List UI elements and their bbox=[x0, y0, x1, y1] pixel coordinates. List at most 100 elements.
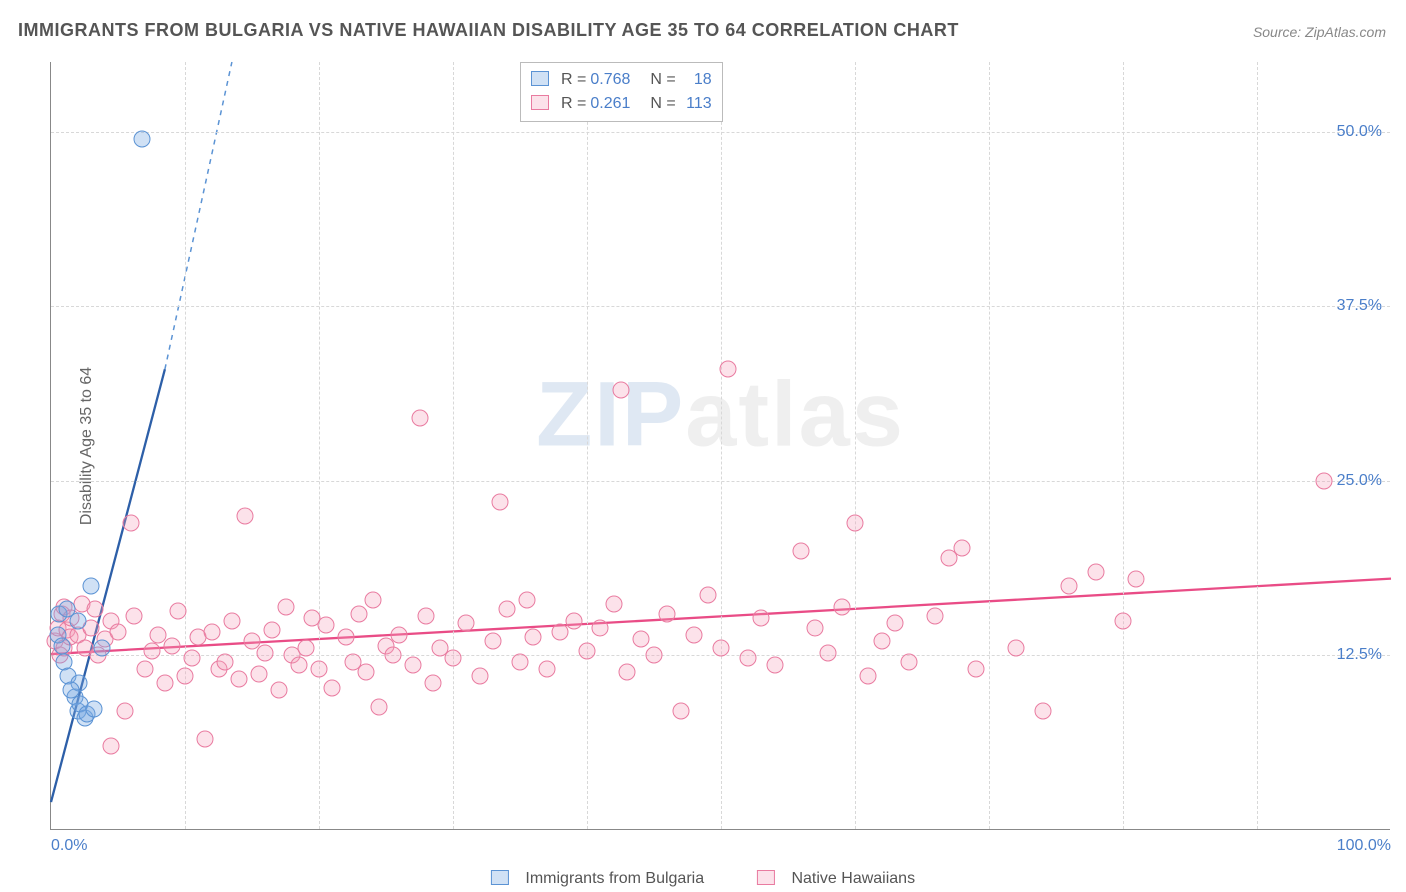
ytick-label: 50.0% bbox=[1337, 123, 1382, 141]
chart-title: IMMIGRANTS FROM BULGARIA VS NATIVE HAWAI… bbox=[18, 20, 959, 41]
data-point-pink bbox=[967, 661, 984, 678]
data-point-pink bbox=[806, 619, 823, 636]
data-point-pink bbox=[512, 654, 529, 671]
data-point-pink bbox=[833, 598, 850, 615]
data-point-pink bbox=[123, 514, 140, 531]
data-point-pink bbox=[1128, 570, 1145, 587]
data-point-pink bbox=[311, 661, 328, 678]
n-label: N = bbox=[650, 95, 675, 112]
legend-swatch-pink bbox=[757, 870, 775, 885]
r-value: 0.768 bbox=[590, 68, 638, 92]
data-point-pink bbox=[391, 626, 408, 643]
data-point-blue bbox=[59, 601, 76, 618]
data-point-pink bbox=[270, 682, 287, 699]
data-point-pink bbox=[351, 605, 368, 622]
data-point-pink bbox=[364, 591, 381, 608]
data-point-pink bbox=[163, 637, 180, 654]
data-point-pink bbox=[257, 644, 274, 661]
data-point-pink bbox=[605, 595, 622, 612]
data-point-pink bbox=[1316, 472, 1333, 489]
xtick-label: 100.0% bbox=[1337, 837, 1391, 855]
data-point-pink bbox=[719, 361, 736, 378]
data-point-pink bbox=[793, 542, 810, 559]
data-point-blue bbox=[83, 577, 100, 594]
data-point-pink bbox=[1088, 563, 1105, 580]
data-point-pink bbox=[612, 382, 629, 399]
correlation-chart: IMMIGRANTS FROM BULGARIA VS NATIVE HAWAI… bbox=[0, 0, 1406, 892]
data-point-pink bbox=[713, 640, 730, 657]
data-point-pink bbox=[324, 679, 341, 696]
plot-area: ZIPatlas 12.5%25.0%37.5%50.0%0.0%100.0%R… bbox=[50, 62, 1390, 830]
data-point-pink bbox=[290, 657, 307, 674]
data-point-pink bbox=[565, 612, 582, 629]
legend-swatch-blue bbox=[531, 71, 549, 86]
data-point-pink bbox=[183, 650, 200, 667]
data-point-pink bbox=[197, 731, 214, 748]
gridline-v bbox=[1123, 62, 1124, 829]
data-point-pink bbox=[579, 643, 596, 660]
gridline-v bbox=[587, 62, 588, 829]
data-point-pink bbox=[237, 507, 254, 524]
data-point-pink bbox=[1115, 612, 1132, 629]
data-point-pink bbox=[250, 665, 267, 682]
data-point-pink bbox=[424, 675, 441, 692]
r-label: R = bbox=[561, 95, 586, 112]
data-point-pink bbox=[203, 623, 220, 640]
data-point-pink bbox=[136, 661, 153, 678]
data-point-pink bbox=[177, 668, 194, 685]
n-value: 113 bbox=[680, 92, 712, 116]
data-point-pink bbox=[739, 650, 756, 667]
data-point-pink bbox=[699, 587, 716, 604]
data-point-pink bbox=[538, 661, 555, 678]
data-point-pink bbox=[927, 608, 944, 625]
data-point-pink bbox=[686, 626, 703, 643]
data-point-pink bbox=[87, 601, 104, 618]
data-point-pink bbox=[518, 591, 535, 608]
data-point-pink bbox=[418, 608, 435, 625]
data-point-pink bbox=[458, 615, 475, 632]
legend-stats-row: R =0.768N =18 bbox=[531, 68, 712, 92]
legend-stats-row: R =0.261 N = 113 bbox=[531, 92, 712, 116]
data-point-blue bbox=[53, 637, 70, 654]
data-point-pink bbox=[619, 664, 636, 681]
ytick-label: 25.0% bbox=[1337, 472, 1382, 490]
data-point-pink bbox=[126, 608, 143, 625]
data-point-pink bbox=[753, 609, 770, 626]
data-point-pink bbox=[411, 410, 428, 427]
gridline-v bbox=[989, 62, 990, 829]
data-point-pink bbox=[337, 629, 354, 646]
data-point-pink bbox=[847, 514, 864, 531]
data-point-pink bbox=[371, 699, 388, 716]
data-point-pink bbox=[217, 654, 234, 671]
data-point-pink bbox=[156, 675, 173, 692]
xtick-label: 0.0% bbox=[51, 837, 87, 855]
gridline-v bbox=[185, 62, 186, 829]
data-point-pink bbox=[230, 671, 247, 688]
data-point-pink bbox=[646, 647, 663, 664]
legend-swatch-blue bbox=[491, 870, 509, 885]
data-point-pink bbox=[223, 612, 240, 629]
data-point-pink bbox=[592, 619, 609, 636]
data-point-pink bbox=[297, 640, 314, 657]
legend-swatch-pink bbox=[531, 95, 549, 110]
data-point-pink bbox=[659, 605, 676, 622]
data-point-pink bbox=[445, 650, 462, 667]
data-point-blue bbox=[85, 700, 102, 717]
data-point-pink bbox=[471, 668, 488, 685]
data-point-pink bbox=[116, 703, 133, 720]
data-point-blue bbox=[93, 640, 110, 657]
source-label: Source: ZipAtlas.com bbox=[1253, 24, 1386, 40]
data-point-pink bbox=[820, 644, 837, 661]
trend-line bbox=[165, 62, 232, 369]
data-point-pink bbox=[264, 622, 281, 639]
data-point-pink bbox=[384, 647, 401, 664]
legend-label-pink: Native Hawaiians bbox=[791, 870, 915, 887]
data-point-pink bbox=[317, 616, 334, 633]
data-point-pink bbox=[485, 633, 502, 650]
data-point-pink bbox=[954, 539, 971, 556]
ytick-label: 12.5% bbox=[1337, 646, 1382, 664]
data-point-pink bbox=[357, 664, 374, 681]
r-value: 0.261 bbox=[590, 92, 638, 116]
data-point-pink bbox=[277, 598, 294, 615]
data-point-pink bbox=[632, 630, 649, 647]
